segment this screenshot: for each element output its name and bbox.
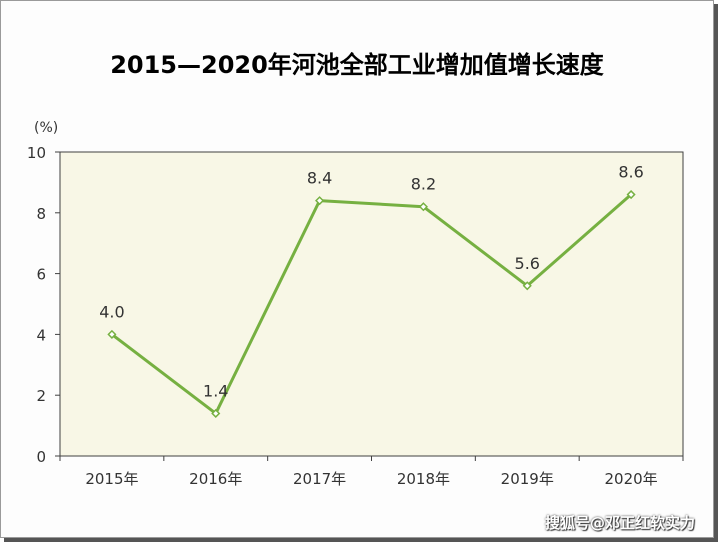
data-label: 8.6 (618, 163, 643, 182)
data-point-marker (626, 189, 636, 200)
y-tick-label: 6 (36, 266, 46, 284)
chart-title: 2015—2020年河池全部工业增加值增长速度 (110, 51, 604, 79)
watermark-text: 搜狐号@邓正红软实力 (545, 514, 696, 532)
data-label: 8.4 (307, 169, 332, 188)
x-tick-label: 2016年 (189, 470, 242, 488)
y-tick-label: 0 (36, 448, 46, 466)
x-tick-label: 2015年 (85, 470, 138, 488)
y-axis-unit-label: (%) (34, 120, 58, 136)
x-tick-label: 2019年 (501, 470, 554, 488)
data-label: 8.2 (411, 175, 436, 194)
data-point-marker (315, 196, 325, 206)
y-tick-label: 10 (27, 144, 46, 162)
data-point-marker (522, 281, 532, 291)
series-group: 4.0 1.4 8.4 8.2 5.6 8.6 (99, 163, 644, 419)
data-point-marker (211, 408, 221, 419)
y-axis: 0 2 4 6 8 10 (27, 144, 60, 466)
data-label: 1.4 (203, 381, 228, 400)
data-label: 4.0 (99, 302, 124, 321)
x-tick-label: 2020年 (604, 470, 657, 488)
data-label: 5.6 (515, 254, 540, 273)
x-tick-label: 2018年 (397, 470, 450, 488)
x-tick-label: 2017年 (293, 470, 346, 488)
series-line (111, 193, 633, 415)
y-tick-label: 2 (36, 387, 46, 405)
y-tick-label: 4 (36, 326, 46, 344)
plot-area (59, 151, 684, 457)
data-point-marker (107, 329, 117, 339)
data-point-marker (418, 202, 428, 212)
y-tick-label: 8 (36, 205, 46, 223)
x-axis: 2015年 2016年 2017年 2018年 2019年 2020年 (59, 456, 684, 488)
